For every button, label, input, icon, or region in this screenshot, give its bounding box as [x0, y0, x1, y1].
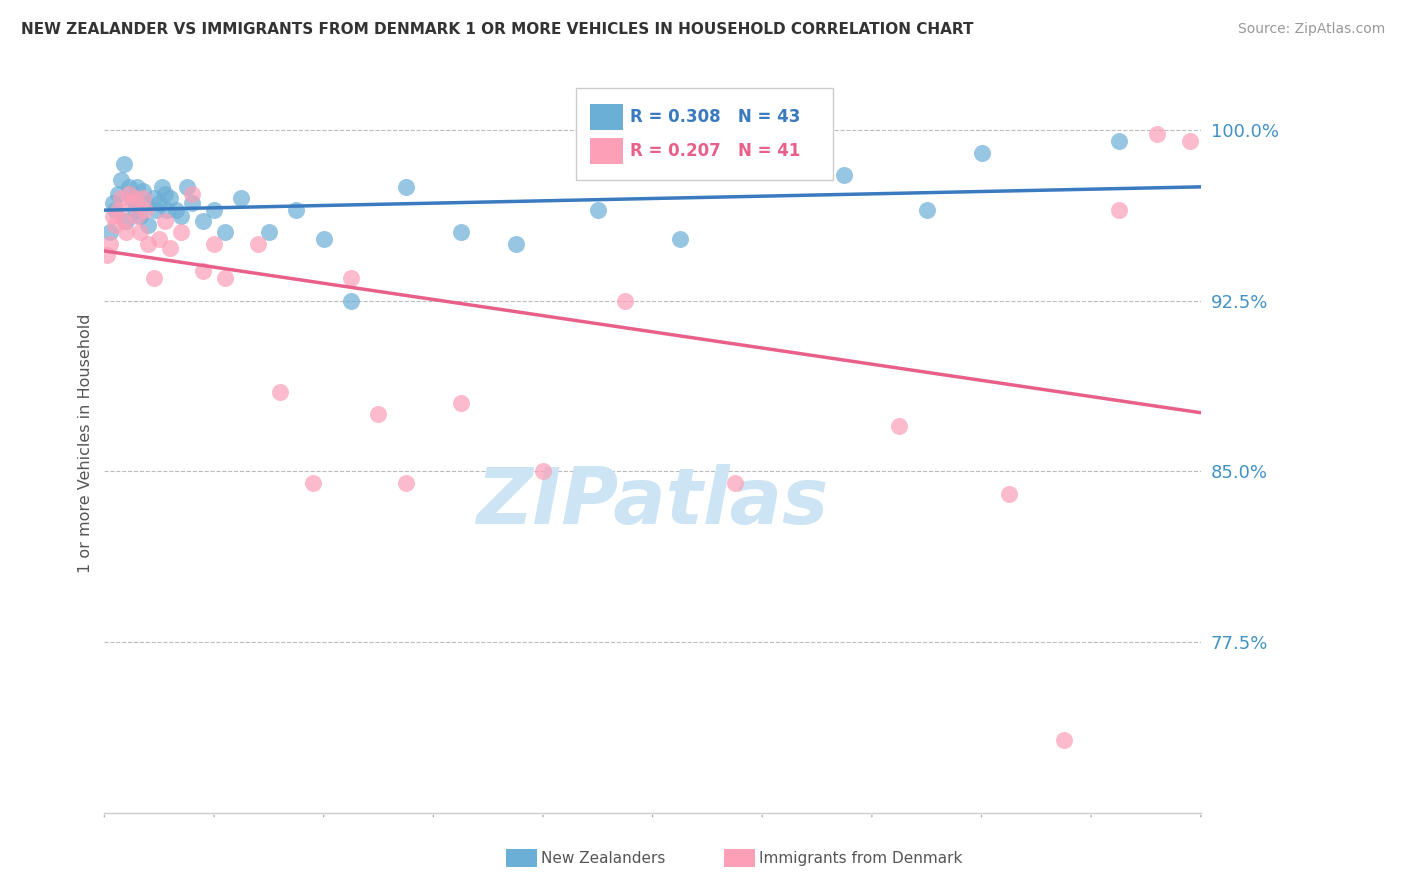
Point — [586, 202, 609, 217]
Point — [340, 270, 363, 285]
Point — [1053, 732, 1076, 747]
Point — [107, 186, 129, 201]
Point — [132, 184, 155, 198]
Point — [112, 157, 135, 171]
Point — [285, 202, 308, 217]
FancyBboxPatch shape — [591, 104, 623, 130]
Point — [153, 214, 176, 228]
Point — [150, 179, 173, 194]
Point — [214, 225, 236, 239]
Point — [98, 236, 121, 251]
Point — [531, 464, 554, 478]
Point — [132, 191, 155, 205]
Point — [165, 202, 187, 217]
Point — [110, 191, 132, 205]
Point — [110, 173, 132, 187]
Point — [145, 202, 167, 217]
Point — [970, 145, 993, 160]
Point — [257, 225, 280, 239]
Point — [998, 487, 1021, 501]
Point — [450, 225, 472, 239]
Point — [312, 232, 335, 246]
Text: NEW ZEALANDER VS IMMIGRANTS FROM DENMARK 1 OR MORE VEHICLES IN HOUSEHOLD CORRELA: NEW ZEALANDER VS IMMIGRANTS FROM DENMARK… — [21, 22, 973, 37]
Point — [202, 202, 225, 217]
Point — [107, 202, 129, 217]
Y-axis label: 1 or more Vehicles in Household: 1 or more Vehicles in Household — [79, 313, 93, 573]
Point — [301, 475, 323, 490]
Point — [124, 202, 146, 217]
Point — [148, 232, 170, 246]
Point — [395, 475, 418, 490]
Point — [170, 210, 193, 224]
Point — [136, 219, 159, 233]
Point — [1146, 128, 1168, 142]
FancyBboxPatch shape — [576, 87, 834, 180]
Point — [450, 396, 472, 410]
Point — [159, 241, 181, 255]
Point — [129, 225, 152, 239]
Point — [134, 195, 156, 210]
Point — [176, 179, 198, 194]
Point — [101, 210, 124, 224]
Point — [153, 186, 176, 201]
Point — [340, 293, 363, 308]
Point — [121, 191, 143, 205]
Text: ZIPatlas: ZIPatlas — [477, 464, 828, 540]
Text: New Zealanders: New Zealanders — [541, 851, 665, 865]
Point — [136, 236, 159, 251]
Point — [129, 210, 152, 224]
Point — [101, 195, 124, 210]
Point — [669, 232, 692, 246]
Text: R = 0.207   N = 41: R = 0.207 N = 41 — [630, 142, 800, 160]
Text: Immigrants from Denmark: Immigrants from Denmark — [759, 851, 963, 865]
Point — [231, 191, 253, 205]
Point — [142, 191, 165, 205]
Point — [191, 264, 214, 278]
Point — [96, 248, 118, 262]
Point — [1178, 134, 1201, 148]
Point — [112, 214, 135, 228]
Point — [142, 270, 165, 285]
Point — [269, 384, 291, 399]
Point — [134, 202, 156, 217]
Point — [115, 225, 138, 239]
Point — [889, 418, 911, 433]
Point — [159, 191, 181, 205]
Point — [127, 179, 149, 194]
Point — [156, 202, 179, 217]
Point — [724, 475, 747, 490]
Point — [98, 225, 121, 239]
Point — [115, 214, 138, 228]
Text: Source: ZipAtlas.com: Source: ZipAtlas.com — [1237, 22, 1385, 37]
Point — [614, 293, 637, 308]
Point — [104, 202, 127, 217]
FancyBboxPatch shape — [591, 138, 623, 164]
Point — [181, 195, 204, 210]
Point — [191, 214, 214, 228]
Point — [118, 186, 141, 201]
Point — [148, 195, 170, 210]
Point — [124, 191, 146, 205]
Point — [121, 195, 143, 210]
Point — [505, 236, 527, 251]
Point — [395, 179, 418, 194]
Point — [202, 236, 225, 251]
Point — [118, 179, 141, 194]
Point — [915, 202, 938, 217]
Point — [1108, 202, 1130, 217]
Text: R = 0.308   N = 43: R = 0.308 N = 43 — [630, 108, 800, 126]
Point — [127, 210, 149, 224]
Point — [1108, 134, 1130, 148]
Point — [170, 225, 193, 239]
Point — [367, 408, 389, 422]
Point — [181, 186, 204, 201]
Point — [104, 219, 127, 233]
Point — [246, 236, 269, 251]
Point — [834, 169, 856, 183]
Point — [214, 270, 236, 285]
